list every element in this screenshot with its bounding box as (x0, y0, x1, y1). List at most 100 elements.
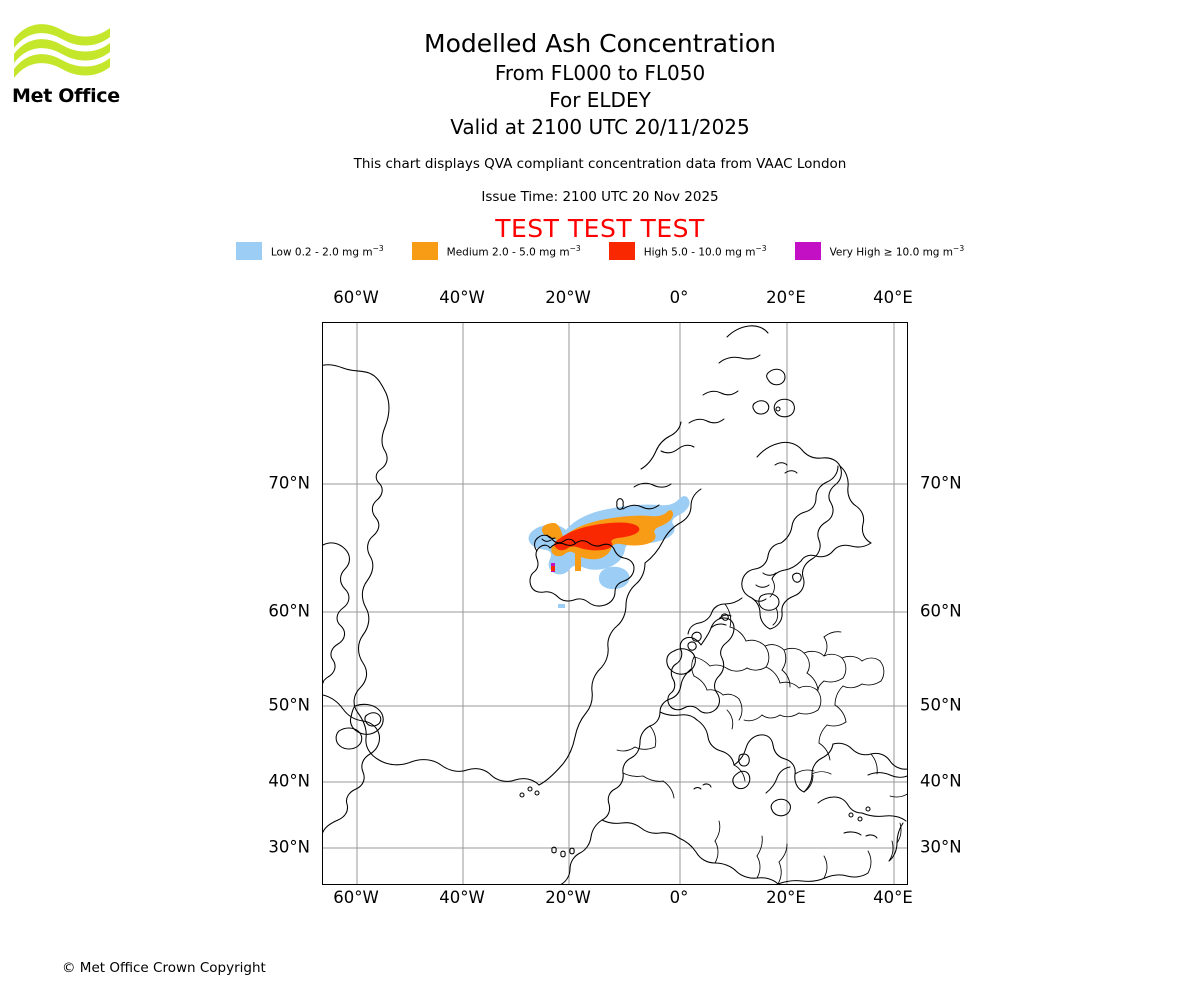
coast-bothnia-east (839, 465, 872, 544)
legend-item-high: High 5.0 - 10.0 mg m−3 (608, 242, 767, 260)
lat-label-right-2: 50°N (920, 695, 962, 715)
coast-africa-west (560, 819, 603, 884)
lon-label-top-3: 0° (669, 288, 689, 307)
copyright-notice: © Met Office Crown Copyright (62, 960, 266, 976)
coast-sardinia (732, 770, 751, 790)
map-frame (322, 322, 908, 885)
valid-time-subtitle: Valid at 2100 UTC 20/11/2025 (450, 115, 750, 139)
coast-north-africa (678, 837, 779, 884)
coast-greenland-islet-3 (773, 398, 795, 418)
coast-hebrides-2 (687, 641, 697, 651)
lat-label-right-3: 40°N (920, 771, 962, 791)
lat-label-left-0: 70°N (268, 473, 310, 493)
coast-greenland (323, 364, 540, 786)
coast-black-sea (832, 742, 907, 770)
coast-norway (756, 441, 842, 630)
coast-orkney (721, 613, 729, 621)
test-banner: TEST TEST TEST (495, 214, 705, 243)
lon-label-top-0: 60°W (333, 288, 379, 307)
country-borders (616, 578, 907, 884)
coast-sicily (770, 798, 791, 817)
flight-level-subtitle: From FL000 to FL050 (494, 61, 706, 85)
coast-greenland-north-2 (702, 390, 739, 396)
met-office-wave-icon (14, 24, 110, 78)
coast-greenland-islet-1 (766, 368, 786, 386)
coast-newfoundland (350, 703, 384, 735)
coast-greenland-fjord-2 (660, 444, 695, 454)
coast-baltic-south (771, 560, 802, 580)
legend-swatch-medium (411, 242, 438, 260)
lat-label-left-1: 60°N (268, 601, 310, 621)
plume-source-red-tick (551, 566, 555, 571)
coast-iberia (601, 725, 651, 821)
lon-label-bottom-0: 60°W (333, 888, 379, 907)
lat-label-right-4: 30°N (920, 837, 962, 857)
title-block: Modelled Ash Concentration From FL000 to… (0, 28, 1200, 141)
coast-finland-south (800, 542, 872, 562)
coast-greenland-fjord-3 (633, 482, 672, 488)
legend-item-low: Low 0.2 - 2.0 mg m−3 (235, 242, 384, 260)
coast-africa-east (777, 872, 869, 884)
coast-gotland (792, 572, 802, 583)
lat-label-left-2: 50°N (268, 695, 310, 715)
lon-label-top-4: 20°E (766, 288, 806, 307)
coast-greenland-north-1 (688, 418, 725, 424)
coast-france-atlantic (649, 668, 692, 727)
lon-label-top-5: 40°E (873, 288, 913, 307)
coast-faroes (616, 498, 624, 510)
coast-balearics (693, 783, 712, 790)
coast-lofoten (774, 462, 798, 474)
coast-canaries (551, 846, 575, 858)
plume-medium-tail (575, 551, 581, 571)
coast-baffin (323, 542, 351, 684)
lat-label-left-4: 30°N (268, 837, 310, 857)
coast-greenland-islet-2 (752, 400, 770, 415)
coast-aegean-islands (848, 806, 871, 822)
plume-low-patch-south (598, 566, 630, 590)
coast-italy (733, 734, 805, 793)
lon-label-bottom-2: 20°W (545, 888, 591, 907)
lat-label-right-0: 70°N (920, 473, 962, 493)
legend-item-very-high: Very High ≥ 10.0 mg m−3 (794, 242, 965, 260)
coast-nova-scotia (335, 727, 363, 750)
coast-hebrides-1 (691, 631, 702, 642)
coast-corsica (738, 753, 750, 767)
coast-svalbard-dot (775, 406, 781, 412)
legend-label-very-high: Very High ≥ 10.0 mg m−3 (829, 243, 965, 259)
legend-swatch-low (235, 242, 262, 260)
coast-greenland-scoresby (644, 488, 702, 564)
coast-med-north (696, 719, 735, 766)
coast-iceland-westfjords (534, 534, 576, 552)
legend-swatch-very-high (794, 242, 821, 260)
legend-label-medium: Medium 2.0 - 5.0 mg m−3 (446, 243, 581, 259)
coast-labrador (323, 694, 380, 833)
gridlines (323, 323, 907, 884)
legend-swatch-high (608, 242, 635, 260)
coast-iberia-south (601, 819, 680, 839)
lon-label-top-2: 20°W (545, 288, 591, 307)
coast-italy-boot (765, 766, 791, 794)
coast-greece (817, 796, 863, 814)
map-container: 60°W 40°W 20°W 0° 20°E 40°E 60°W 40°W 20°W 0° 20°… (268, 288, 961, 907)
concentration-legend: Low 0.2 - 2.0 mg m−3 Medium 2.0 - 5.0 mg … (0, 242, 1200, 260)
coast-sweden-finland (780, 465, 839, 544)
coast-turkey-south (861, 812, 907, 822)
page-title: Modelled Ash Concentration (424, 29, 776, 58)
lat-label-right-1: 60°N (920, 601, 962, 621)
qva-note: This chart displays QVA compliant concen… (353, 156, 847, 172)
lon-label-bottom-3: 0° (669, 888, 689, 907)
lon-label-top-1: 40°W (439, 288, 485, 307)
coast-iceland (529, 540, 635, 607)
coast-greenland-fjord-4 (622, 504, 660, 510)
coast-biscay (659, 711, 698, 721)
ash-plume (528, 496, 690, 608)
coast-crete (843, 831, 878, 839)
legend-item-medium: Medium 2.0 - 5.0 mg m−3 (411, 242, 581, 260)
coast-turkey-north (867, 772, 907, 778)
coast-greenland-north-3 (718, 354, 761, 364)
coast-greenland-north-cape (726, 325, 769, 338)
lon-label-bottom-5: 40°E (873, 888, 913, 907)
coast-europe-west (687, 597, 743, 635)
coast-balkans (803, 743, 834, 793)
coastlines (323, 325, 907, 884)
